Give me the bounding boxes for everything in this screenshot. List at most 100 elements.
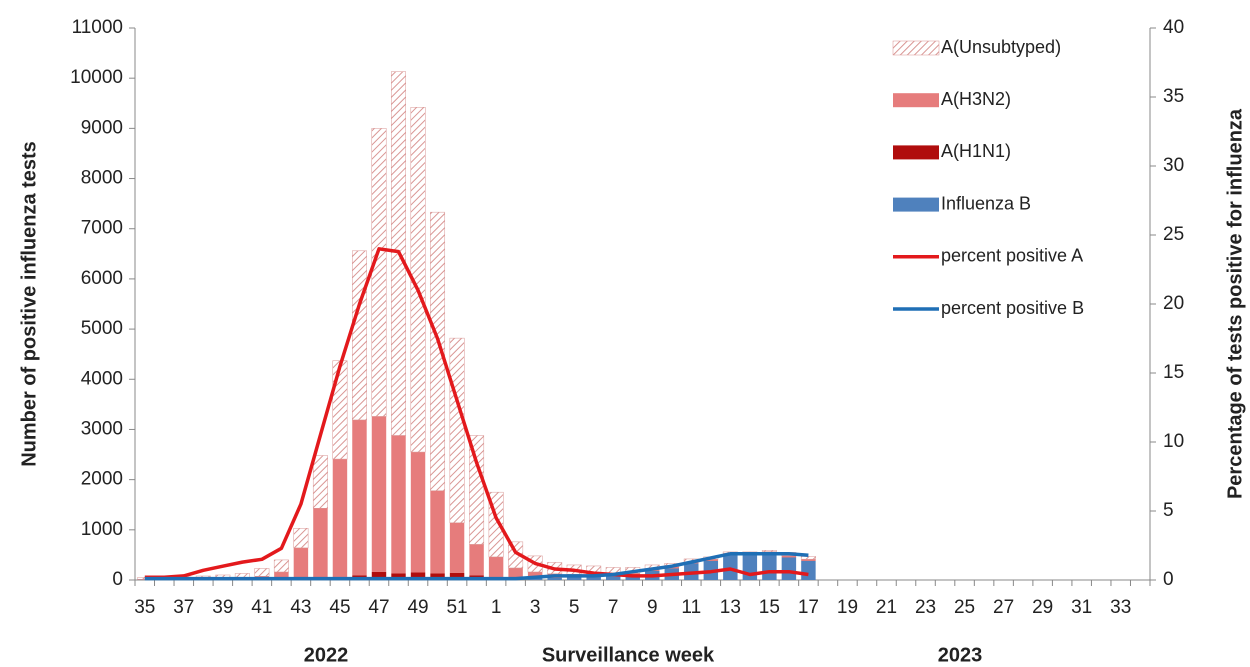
bar-segment <box>605 576 621 580</box>
legend-swatch <box>892 40 940 56</box>
legend-swatch <box>893 93 939 108</box>
bar-segment <box>332 360 348 460</box>
y2-tick-label: 25 <box>1163 224 1184 245</box>
y2-axis-title: Percentage of tests positive for influen… <box>1224 108 1246 499</box>
bar-segment <box>293 528 309 549</box>
bar-segment <box>293 547 309 579</box>
x-tick-label: 35 <box>134 597 155 618</box>
x-tick-label: 1 <box>491 597 502 618</box>
y-axis-title: Number of positive influenza tests <box>18 141 40 467</box>
legend-label: A(Unsubtyped) <box>941 37 1061 57</box>
x-tick-label: 43 <box>290 597 311 618</box>
y-tick-label: 9000 <box>81 117 123 138</box>
bar-segment <box>430 573 445 580</box>
x-tick-label: 11 <box>681 597 701 618</box>
line <box>144 247 809 579</box>
x-tick-label: 9 <box>647 597 658 618</box>
legend-label: A(H1N1) <box>941 141 1011 161</box>
legend-swatch <box>893 145 939 160</box>
legend-label: Influenza B <box>941 193 1031 213</box>
x-tick-label: 13 <box>720 597 741 618</box>
bar-segment <box>488 556 504 577</box>
x-tick-label: 29 <box>1032 597 1053 618</box>
bar-segment <box>391 435 406 574</box>
bar-segment <box>137 579 152 580</box>
x-tick-label: 49 <box>407 597 428 618</box>
bar-segment <box>391 573 406 580</box>
bar-segment <box>371 416 387 572</box>
bar-segment <box>254 568 270 577</box>
y-tick-label: 6000 <box>81 268 123 289</box>
bar-segment <box>449 337 465 524</box>
year-label: 2023 <box>938 644 983 666</box>
x-tick-label: 37 <box>173 597 194 618</box>
y-tick-label: 1000 <box>81 519 123 540</box>
x-tick-label: 19 <box>837 597 858 618</box>
bar-segment <box>761 550 777 552</box>
x-tick-label: 23 <box>915 597 936 618</box>
x-tick-label: 47 <box>368 597 389 618</box>
y-tick-label: 4000 <box>81 368 123 389</box>
x-tick-label: 25 <box>954 597 975 618</box>
bar-segment <box>273 559 289 573</box>
y2-tick-label: 10 <box>1163 431 1184 452</box>
bar-segment <box>625 573 640 575</box>
line <box>144 552 809 581</box>
y2-tick-label: 40 <box>1163 17 1184 38</box>
bar-segment <box>313 508 328 579</box>
x-tick-label: 7 <box>608 597 619 618</box>
bar-segment <box>274 571 289 580</box>
year-label: 2022 <box>304 644 349 666</box>
bar-segment <box>469 435 485 545</box>
bar-segment <box>410 452 426 573</box>
legend-label: percent positive B <box>941 298 1084 318</box>
bar-segment <box>469 544 484 576</box>
bar-segment <box>351 250 367 421</box>
bar-segment <box>762 553 777 580</box>
y2-tick-label: 30 <box>1163 155 1184 176</box>
bar-segment <box>801 560 816 580</box>
y2-tick-label: 20 <box>1163 293 1184 314</box>
bar-segment <box>371 571 387 580</box>
bar-segment <box>527 571 543 578</box>
bar-segment <box>781 557 797 580</box>
bar-segment <box>547 577 562 580</box>
bar-segment <box>352 419 367 576</box>
bar-segment <box>566 577 582 580</box>
x-tick-label: 27 <box>993 597 1014 618</box>
y-tick-label: 0 <box>112 569 123 590</box>
y-tick-label: 10000 <box>70 67 123 88</box>
x-axis-title: Surveillance week <box>542 644 715 666</box>
y2-tick-label: 0 <box>1163 569 1174 590</box>
y-tick-label: 5000 <box>81 318 123 339</box>
bar-segment <box>703 559 719 561</box>
bar-segment <box>586 576 601 580</box>
x-tick-label: 45 <box>329 597 350 618</box>
bar-segment <box>430 211 446 491</box>
bar-segment <box>527 578 543 580</box>
bar-segment <box>430 490 445 574</box>
legend-label: A(H3N2) <box>941 89 1011 109</box>
bar-segment <box>449 572 465 580</box>
x-tick-label: 15 <box>759 597 780 618</box>
x-tick-label: 39 <box>212 597 233 618</box>
legend-swatch <box>893 197 939 212</box>
x-tick-label: 33 <box>1110 597 1131 618</box>
bar-segment <box>508 567 523 578</box>
bar-segment <box>781 555 797 558</box>
y-tick-label: 8000 <box>81 168 123 189</box>
y2-tick-label: 35 <box>1163 86 1184 107</box>
y-tick-label: 2000 <box>81 469 123 490</box>
x-tick-label: 51 <box>446 597 467 618</box>
bar-segment <box>371 128 387 417</box>
bar-segment <box>312 455 328 509</box>
y2-tick-label: 5 <box>1163 500 1174 521</box>
x-tick-label: 41 <box>251 597 272 618</box>
bar-segment <box>800 556 816 560</box>
legend-label: percent positive A <box>941 246 1083 266</box>
y2-tick-label: 15 <box>1163 362 1184 383</box>
bar-segment <box>410 572 426 580</box>
x-tick-label: 31 <box>1071 597 1092 618</box>
x-tick-label: 21 <box>876 597 897 618</box>
